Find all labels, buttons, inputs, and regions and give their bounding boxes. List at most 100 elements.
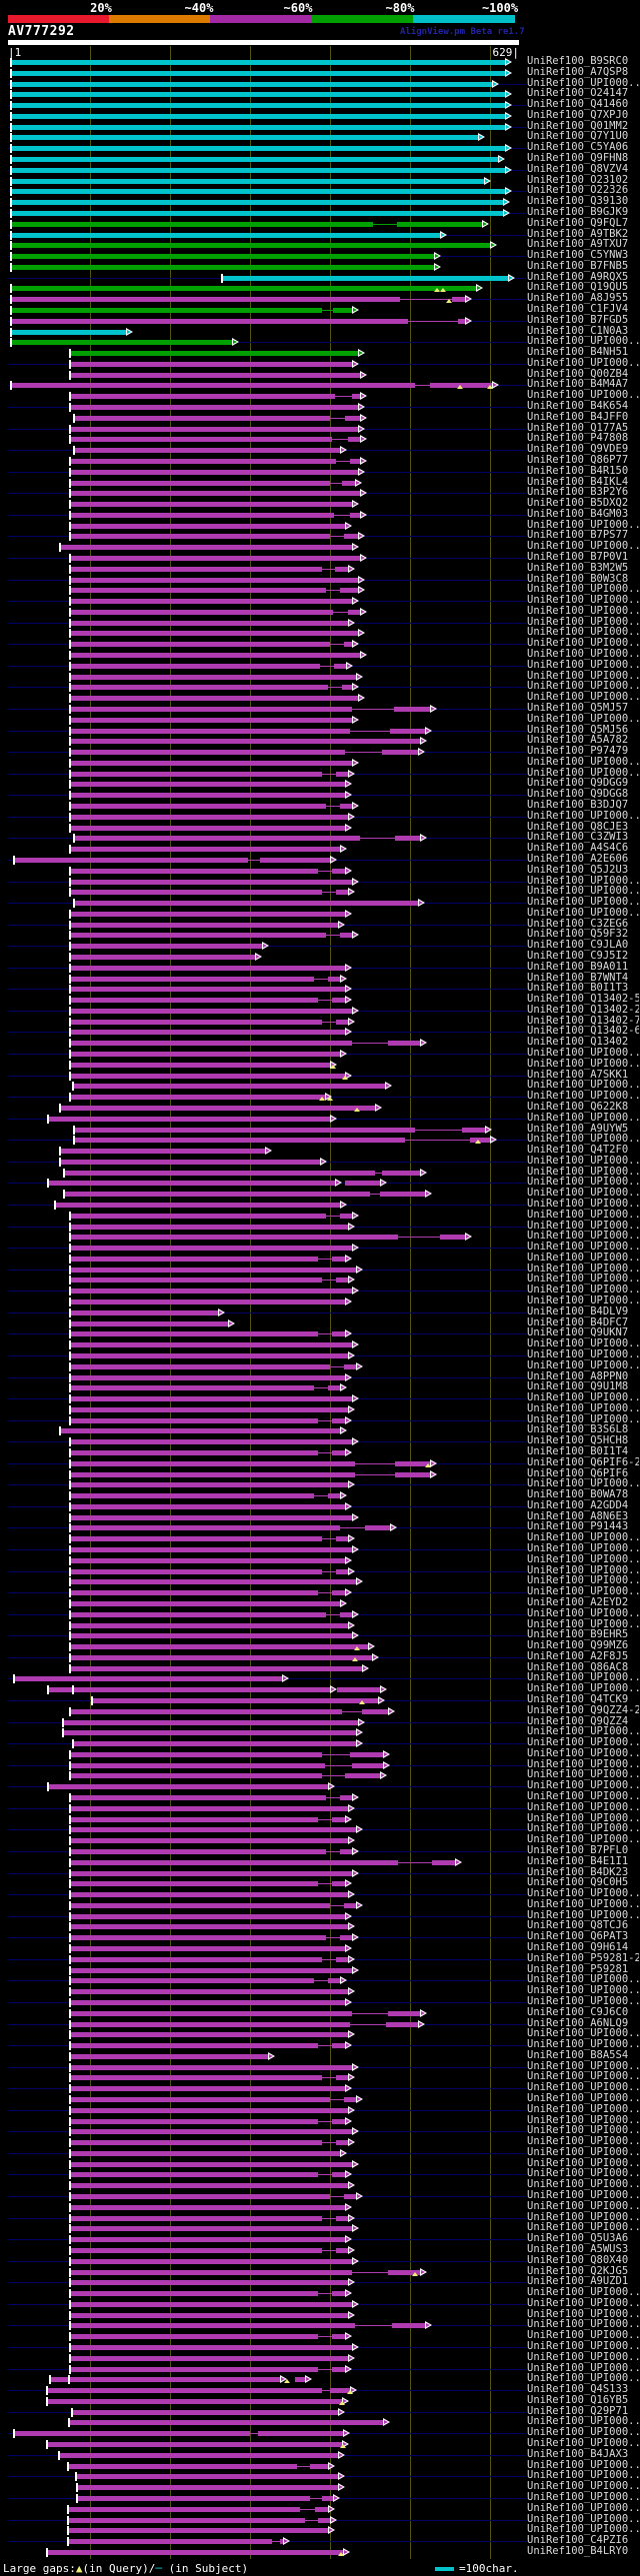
alignment-bar[interactable] — [50, 2377, 280, 2383]
alignment-bar[interactable] — [70, 1342, 352, 1348]
alignment-bar[interactable] — [310, 2463, 328, 2469]
hit-label[interactable]: UniRef100_UPI000.. — [527, 1758, 639, 1770]
alignment-bar[interactable] — [70, 1062, 330, 1068]
hit-label[interactable]: UniRef100_O23102 — [527, 174, 629, 186]
alignment-bar[interactable] — [11, 92, 505, 98]
alignment-bar[interactable] — [352, 1762, 383, 1768]
hit-label[interactable]: UniRef100_UPI000.. — [527, 1188, 639, 1200]
alignment-bar[interactable] — [458, 318, 465, 324]
hit-label[interactable]: UniRef100_UPI000.. — [527, 1801, 639, 1813]
alignment-bar[interactable] — [70, 556, 360, 562]
hit-label[interactable]: UniRef100_B9SRC0 — [527, 56, 629, 67]
alignment-bar[interactable] — [70, 426, 358, 432]
hit-label[interactable]: UniRef100_A8N6E3 — [527, 1510, 629, 1522]
hit-label[interactable]: UniRef100_Q9UKN7 — [527, 1327, 629, 1339]
alignment-bar[interactable] — [60, 1105, 375, 1111]
alignment-bar[interactable] — [340, 588, 358, 594]
hit-label[interactable]: UniRef100_UPI000.. — [527, 2060, 639, 2072]
alignment-bar[interactable] — [70, 1352, 348, 1358]
hit-label[interactable]: UniRef100_P97479 — [527, 746, 629, 758]
alignment-bar[interactable] — [11, 200, 503, 206]
hit-label[interactable]: UniRef100_UPI000.. — [527, 1683, 639, 1695]
alignment-bar[interactable] — [70, 1525, 340, 1531]
alignment-bar[interactable] — [70, 1644, 368, 1650]
alignment-bar[interactable] — [70, 2280, 348, 2286]
alignment-bar[interactable] — [74, 1127, 415, 1133]
hit-label[interactable]: UniRef100_Q4S133 — [527, 2384, 629, 2396]
alignment-bar[interactable] — [70, 1363, 330, 1369]
alignment-bar[interactable] — [70, 2301, 352, 2307]
hit-label[interactable]: UniRef100_UPI000.. — [527, 2190, 639, 2202]
alignment-bar[interactable] — [70, 577, 358, 583]
alignment-bar[interactable] — [70, 1579, 356, 1585]
hit-label[interactable]: UniRef100_Q9QZZ4-2 — [527, 1704, 639, 1716]
alignment-bar[interactable] — [336, 2075, 348, 2081]
hit-label[interactable]: UniRef100_UPI000.. — [527, 2114, 639, 2126]
alignment-bar[interactable] — [70, 2140, 322, 2146]
hit-label[interactable]: UniRef100_UPI000.. — [527, 1048, 639, 1060]
hit-label[interactable]: UniRef100_UPI000.. — [527, 756, 639, 768]
hit-label[interactable]: UniRef100_Q8CJE3 — [527, 821, 629, 833]
hit-label[interactable]: UniRef100_UPI000.. — [527, 2491, 639, 2503]
hit-label[interactable]: UniRef100_UPI000.. — [527, 390, 639, 402]
alignment-bar[interactable] — [348, 437, 360, 443]
hit-label[interactable]: UniRef100_UPI000.. — [527, 1080, 639, 1092]
hit-label[interactable]: UniRef100_C5YA06 — [527, 142, 629, 154]
hit-label[interactable]: UniRef100_B4JFF0 — [527, 411, 629, 423]
alignment-bar[interactable] — [344, 642, 352, 648]
hit-label[interactable]: UniRef100_UPI000.. — [527, 1402, 639, 1414]
alignment-bar[interactable] — [70, 523, 345, 529]
alignment-bar[interactable] — [55, 1202, 340, 1208]
hit-label[interactable]: UniRef100_UPI000.. — [527, 1348, 639, 1360]
alignment-bar[interactable] — [70, 814, 348, 820]
alignment-bar[interactable] — [70, 566, 322, 572]
alignment-bar[interactable] — [70, 1622, 348, 1628]
alignment-bar[interactable] — [330, 2388, 350, 2394]
alignment-bar[interactable] — [328, 1978, 340, 1984]
alignment-bar[interactable] — [340, 933, 352, 939]
alignment-bar[interactable] — [70, 1267, 356, 1273]
alignment-bar[interactable] — [70, 2150, 340, 2156]
alignment-bar[interactable] — [11, 124, 505, 130]
alignment-bar[interactable] — [70, 1611, 326, 1617]
hit-label[interactable]: UniRef100_UPI000.. — [527, 1737, 639, 1749]
alignment-bar[interactable] — [340, 1848, 352, 1854]
hit-label[interactable]: UniRef100_A2F8J5 — [527, 1650, 629, 1662]
alignment-bar[interactable] — [70, 2291, 318, 2297]
hit-label[interactable]: UniRef100_UPI000.. — [527, 886, 639, 898]
hit-label[interactable]: UniRef100_UPI000.. — [527, 584, 639, 596]
hit-label[interactable]: UniRef100_UPI000.. — [527, 1155, 639, 1167]
hit-label[interactable]: UniRef100_P59281-2 — [527, 1952, 639, 1964]
alignment-bar[interactable] — [70, 1881, 318, 1887]
alignment-bar[interactable] — [70, 728, 350, 734]
hit-label[interactable]: UniRef100_A7SKK1 — [527, 1069, 629, 1081]
alignment-bar[interactable] — [345, 1773, 380, 1779]
alignment-bar[interactable] — [336, 2215, 348, 2221]
alignment-bar[interactable] — [70, 1309, 218, 1315]
hit-label[interactable]: UniRef100_A6NLQ9 — [527, 2017, 629, 2029]
hit-label[interactable]: UniRef100_Q9U1M8 — [527, 1381, 629, 1393]
hit-label[interactable]: UniRef100_UPI000.. — [527, 1532, 639, 1544]
alignment-bar[interactable] — [70, 1030, 345, 1036]
alignment-bar[interactable] — [336, 1536, 348, 1542]
alignment-bar[interactable] — [70, 911, 345, 917]
alignment-bar[interactable] — [73, 1741, 356, 1747]
alignment-bar[interactable] — [70, 868, 318, 874]
alignment-bar[interactable] — [395, 1460, 430, 1466]
alignment-bar[interactable] — [333, 308, 352, 313]
alignment-bar[interactable] — [332, 2291, 345, 2297]
hit-label[interactable]: UniRef100_B4DK23 — [527, 1866, 629, 1878]
hit-label[interactable]: UniRef100_UPI000.. — [527, 2513, 639, 2525]
alignment-bar[interactable] — [70, 998, 318, 1004]
hit-label[interactable]: UniRef100_C4PZI6 — [527, 2535, 629, 2547]
alignment-bar[interactable] — [68, 2528, 328, 2534]
alignment-bar[interactable] — [70, 2334, 318, 2340]
hit-label[interactable]: UniRef100_UPI000.. — [527, 1823, 639, 1835]
alignment-bar[interactable] — [70, 1224, 348, 1230]
hit-label[interactable]: UniRef100_UPI000.. — [527, 1209, 639, 1221]
hit-label[interactable]: UniRef100_UPI000.. — [527, 1985, 639, 1997]
hit-label[interactable]: UniRef100_B8A5S4 — [527, 2049, 629, 2061]
alignment-bar[interactable] — [70, 2032, 348, 2038]
hit-label[interactable]: UniRef100_Q29P71 — [527, 2405, 629, 2417]
alignment-bar[interactable] — [68, 2463, 297, 2469]
